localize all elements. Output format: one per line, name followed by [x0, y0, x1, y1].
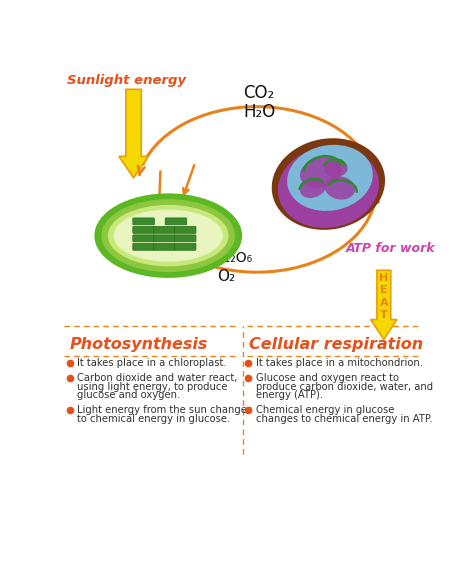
Text: H₂O: H₂O — [243, 103, 275, 121]
FancyArrow shape — [119, 89, 148, 178]
Ellipse shape — [325, 160, 347, 177]
Text: changes to chemical energy in ATP.: changes to chemical energy in ATP. — [256, 413, 433, 423]
Ellipse shape — [95, 194, 241, 277]
Text: Glucose and oxygen react to: Glucose and oxygen react to — [256, 373, 399, 383]
Ellipse shape — [114, 210, 222, 261]
Text: produce carbon dioxide, water, and: produce carbon dioxide, water, and — [256, 381, 433, 391]
Text: Carbon dioxide and water react,: Carbon dioxide and water react, — [77, 373, 238, 383]
Ellipse shape — [325, 176, 355, 200]
Text: T: T — [380, 310, 388, 320]
FancyArrow shape — [371, 270, 397, 339]
FancyBboxPatch shape — [174, 227, 196, 234]
FancyBboxPatch shape — [133, 235, 155, 242]
FancyBboxPatch shape — [133, 227, 155, 234]
Text: C₆H₁₂O₆: C₆H₁₂O₆ — [200, 251, 253, 265]
Text: Light energy from the sun changes: Light energy from the sun changes — [77, 405, 253, 415]
Text: Sunlight energy: Sunlight energy — [66, 74, 186, 87]
Text: to chemical energy in glucose.: to chemical energy in glucose. — [77, 413, 231, 423]
FancyBboxPatch shape — [133, 244, 155, 251]
Text: glucose and oxygen.: glucose and oxygen. — [77, 391, 181, 401]
Text: It takes place in a mitochondrion.: It takes place in a mitochondrion. — [256, 359, 423, 369]
Text: using light energy, to produce: using light energy, to produce — [77, 381, 228, 391]
Text: CO₂: CO₂ — [244, 84, 275, 102]
Text: Photosynthesis: Photosynthesis — [70, 338, 208, 352]
FancyBboxPatch shape — [174, 244, 196, 251]
FancyBboxPatch shape — [165, 218, 187, 225]
Text: energy (ATP).: energy (ATP). — [256, 391, 323, 401]
Ellipse shape — [102, 200, 235, 272]
FancyBboxPatch shape — [154, 227, 175, 234]
Ellipse shape — [300, 157, 341, 187]
FancyBboxPatch shape — [154, 244, 175, 251]
Ellipse shape — [287, 145, 373, 211]
Ellipse shape — [278, 147, 379, 228]
FancyBboxPatch shape — [154, 235, 175, 242]
Text: A: A — [380, 298, 388, 308]
FancyBboxPatch shape — [133, 218, 155, 225]
Text: It takes place in a chloroplast.: It takes place in a chloroplast. — [77, 359, 227, 369]
Ellipse shape — [272, 138, 385, 230]
Ellipse shape — [300, 178, 326, 198]
Text: O₂: O₂ — [217, 269, 235, 284]
FancyBboxPatch shape — [174, 235, 196, 242]
Text: Cellular respiration: Cellular respiration — [249, 338, 423, 352]
Text: Chemical energy in glucose: Chemical energy in glucose — [256, 405, 394, 415]
Text: ATP for work: ATP for work — [346, 242, 435, 255]
Text: E: E — [380, 286, 388, 296]
Ellipse shape — [109, 206, 228, 266]
Text: H: H — [379, 273, 389, 283]
